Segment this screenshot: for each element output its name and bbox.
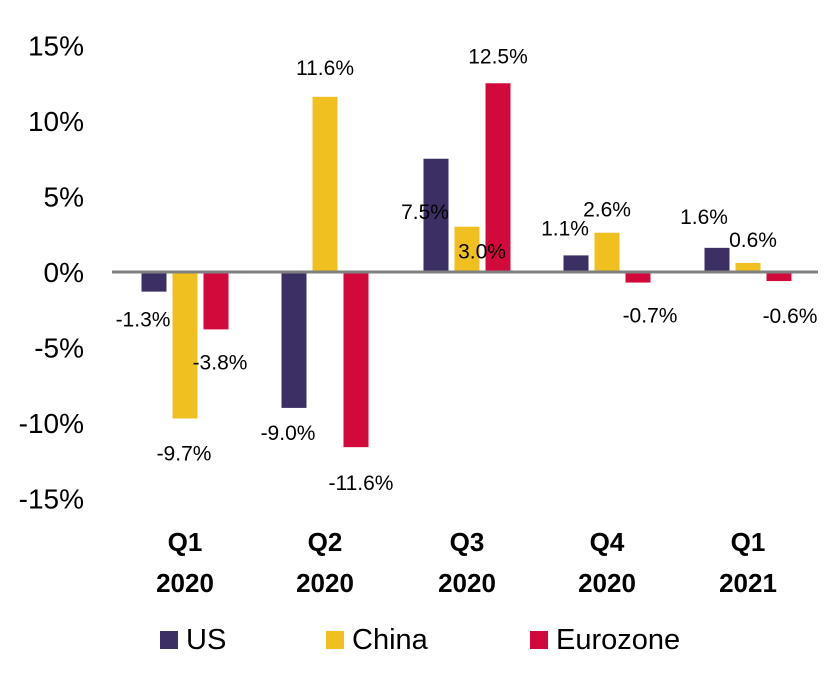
data-label: -9.0% xyxy=(261,422,316,445)
bar-eurozone xyxy=(485,83,511,272)
chart: 15% 10% 5% 0% -5% -10% -15% -1.3% -9.0% 7.5% 1.1%… xyxy=(19,31,818,598)
data-label: 3.0% xyxy=(458,241,506,264)
bar-china xyxy=(312,96,338,272)
bar-china xyxy=(172,272,198,419)
data-label: 0.6% xyxy=(729,229,777,252)
data-label: 7.5% xyxy=(401,201,449,224)
bar-eurozone xyxy=(625,272,651,283)
data-label: 1.1% xyxy=(541,217,589,240)
data-label: 1.6% xyxy=(680,206,728,229)
x-category-label: Q4 xyxy=(590,527,625,557)
legend-item-eurozone: Eurozone xyxy=(530,616,680,664)
legend-label-us: US xyxy=(186,623,227,656)
bar-eurozone xyxy=(766,272,792,282)
data-label: -3.8% xyxy=(193,351,248,374)
legend-swatch-eurozone xyxy=(530,631,548,649)
bar-us xyxy=(704,247,730,272)
legend-swatch-us xyxy=(160,631,178,649)
x-category-label: Q2 xyxy=(308,527,343,557)
y-axis-ticks: 15% 10% 5% 0% -5% -10% -15% xyxy=(19,31,84,515)
bar-eurozone xyxy=(343,272,369,448)
x-category-label: Q3 xyxy=(450,527,485,557)
bars xyxy=(141,83,792,448)
x-category-label: 2020 xyxy=(438,568,496,598)
y-tick-label: 10% xyxy=(28,106,84,137)
data-label: -0.6% xyxy=(763,305,818,328)
data-label: 11.6% xyxy=(296,57,354,80)
data-label: -11.6% xyxy=(329,472,394,495)
x-category-label: Q1 xyxy=(731,527,766,557)
bar-china xyxy=(735,262,761,272)
legend-swatch-china xyxy=(326,631,344,649)
bar-china xyxy=(594,232,620,272)
y-tick-label: 5% xyxy=(44,182,84,213)
legend-item-us: US xyxy=(160,616,226,664)
y-tick-label: -5% xyxy=(34,333,84,364)
x-axis-categories: Q1 2020 Q2 2020 Q3 2020 Q4 2020 Q1 2021 xyxy=(156,527,777,598)
bar-us xyxy=(281,272,307,408)
x-category-label: Q1 xyxy=(168,527,203,557)
legend-label-china: China xyxy=(352,623,428,656)
x-category-label: 2020 xyxy=(578,568,636,598)
x-category-label: 2021 xyxy=(719,568,777,598)
y-tick-label: -15% xyxy=(19,484,84,515)
bar-eurozone xyxy=(203,272,229,330)
bar-us xyxy=(563,255,589,272)
data-label: -9.7% xyxy=(157,442,212,465)
bar-china xyxy=(454,226,480,272)
legend: US China Eurozone xyxy=(0,616,838,664)
legend-label-eurozone: Eurozone xyxy=(556,623,681,656)
data-label: -1.3% xyxy=(116,309,171,332)
y-tick-label: -10% xyxy=(19,408,84,439)
bar-us xyxy=(141,272,167,292)
y-tick-label: 15% xyxy=(28,31,84,62)
legend-item-china: China xyxy=(326,616,428,664)
data-label: 2.6% xyxy=(583,199,631,222)
y-tick-label: 0% xyxy=(44,257,84,288)
x-category-label: 2020 xyxy=(156,568,214,598)
data-label: -0.7% xyxy=(623,305,678,328)
bar-us xyxy=(423,158,449,272)
data-label: 12.5% xyxy=(468,45,528,68)
x-category-label: 2020 xyxy=(296,568,354,598)
data-labels: -1.3% -9.0% 7.5% 1.1% 1.6% -9.7% 11.6% 3.0% 2.6%… xyxy=(116,45,818,495)
